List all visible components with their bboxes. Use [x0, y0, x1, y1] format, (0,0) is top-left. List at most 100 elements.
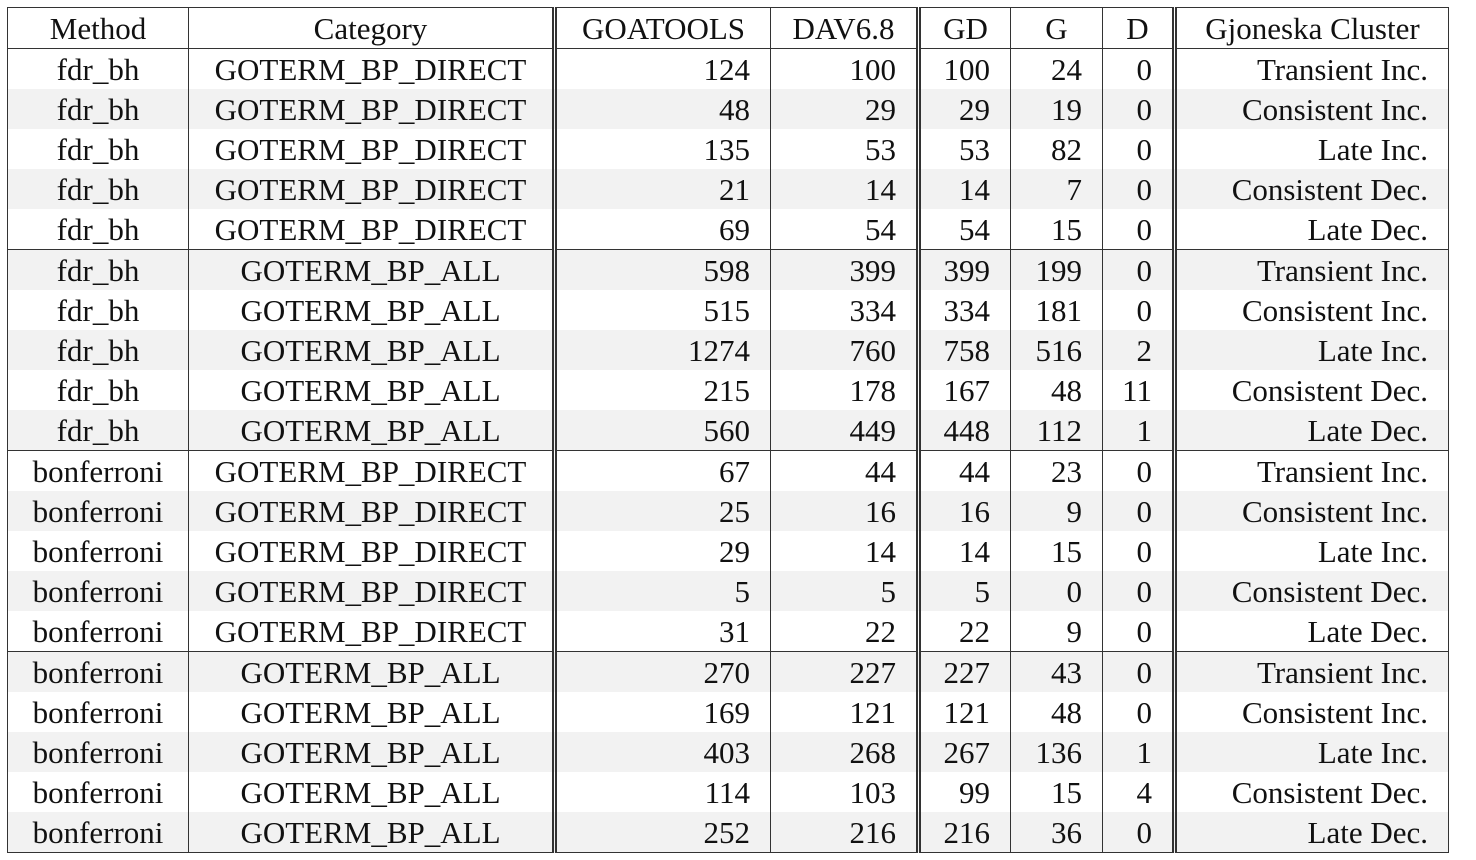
table-body: fdr_bh GOTERM_BP_DIRECT 124 100 100 24 0 Transi…	[7, 48, 1449, 853]
cell-cluster: Late Dec.	[1172, 611, 1449, 652]
cell-cluster: Late Inc.	[1172, 129, 1449, 169]
cell-gd: 5	[916, 571, 1011, 611]
cell-goatools: 5	[552, 571, 771, 611]
cell-g: 0	[1010, 571, 1103, 611]
cell-gd: 53	[916, 129, 1011, 169]
cell-dav: 449	[770, 410, 919, 451]
cell-method: bonferroni	[7, 692, 189, 732]
cell-goatools: 69	[552, 209, 771, 250]
cell-gd: 121	[916, 692, 1011, 732]
header-d: D	[1102, 7, 1175, 49]
table-row: bonferroni GOTERM_BP_ALL 114 103 99 15 4 Consis…	[7, 772, 1449, 812]
cell-gd: 334	[916, 290, 1011, 330]
cell-method: bonferroni	[7, 812, 189, 853]
cell-category: GOTERM_BP_DIRECT	[188, 48, 555, 89]
cell-cluster: Consistent Inc.	[1172, 89, 1449, 129]
cell-dav: 334	[770, 290, 919, 330]
table-row: fdr_bh GOTERM_BP_ALL 215 178 167 48 11 Consiste…	[7, 370, 1449, 410]
cell-category: GOTERM_BP_DIRECT	[188, 209, 555, 250]
table-row: bonferroni GOTERM_BP_ALL 169 121 121 48 0 Consi…	[7, 692, 1449, 732]
cell-cluster: Late Inc.	[1172, 732, 1449, 772]
cell-gd: 44	[916, 450, 1011, 491]
cell-goatools: 135	[552, 129, 771, 169]
cell-dav: 227	[770, 651, 919, 692]
cell-cluster: Consistent Dec.	[1172, 571, 1449, 611]
table-row: fdr_bh GOTERM_BP_ALL 598 399 399 199 0 Transien…	[7, 249, 1449, 290]
table-row: bonferroni GOTERM_BP_ALL 270 227 227 43 0 Trans…	[7, 651, 1449, 692]
cell-cluster: Transient Inc.	[1172, 651, 1449, 692]
cell-g: 15	[1010, 209, 1103, 250]
cell-gd: 448	[916, 410, 1011, 451]
table-row: bonferroni GOTERM_BP_DIRECT 25 16 16 9 0 Consis…	[7, 491, 1449, 531]
cell-cluster: Late Dec.	[1172, 812, 1449, 853]
cell-cluster: Late Inc.	[1172, 330, 1449, 370]
cell-d: 0	[1102, 129, 1175, 169]
header-dav: DAV6.8	[770, 7, 919, 49]
cell-dav: 5	[770, 571, 919, 611]
cell-cluster: Consistent Dec.	[1172, 772, 1449, 812]
cell-gd: 16	[916, 491, 1011, 531]
cell-gd: 227	[916, 651, 1011, 692]
cell-d: 0	[1102, 209, 1175, 250]
cell-d: 0	[1102, 571, 1175, 611]
cell-g: 36	[1010, 812, 1103, 853]
cell-dav: 268	[770, 732, 919, 772]
cell-method: fdr_bh	[7, 89, 189, 129]
table-row: bonferroni GOTERM_BP_DIRECT 67 44 44 23 0 Trans…	[7, 450, 1449, 491]
cell-g: 23	[1010, 450, 1103, 491]
cell-goatools: 270	[552, 651, 771, 692]
cell-gd: 99	[916, 772, 1011, 812]
cell-gd: 267	[916, 732, 1011, 772]
cell-gd: 29	[916, 89, 1011, 129]
cell-d: 0	[1102, 812, 1175, 853]
cell-category: GOTERM_BP_DIRECT	[188, 169, 555, 209]
header-g: G	[1010, 7, 1103, 49]
cell-d: 0	[1102, 290, 1175, 330]
cell-d: 0	[1102, 89, 1175, 129]
table-row: fdr_bh GOTERM_BP_DIRECT 124 100 100 24 0 Transi…	[7, 48, 1449, 89]
header-cluster: Gjoneska Cluster	[1172, 7, 1449, 49]
cell-g: 181	[1010, 290, 1103, 330]
cell-d: 1	[1102, 410, 1175, 451]
cell-d: 4	[1102, 772, 1175, 812]
cell-dav: 14	[770, 531, 919, 571]
cell-category: GOTERM_BP_ALL	[188, 249, 555, 290]
cell-dav: 100	[770, 48, 919, 89]
cell-g: 43	[1010, 651, 1103, 692]
cell-method: bonferroni	[7, 450, 189, 491]
cell-dav: 216	[770, 812, 919, 853]
cell-method: fdr_bh	[7, 410, 189, 451]
cell-d: 11	[1102, 370, 1175, 410]
cell-dav: 178	[770, 370, 919, 410]
cell-method: fdr_bh	[7, 209, 189, 250]
cell-method: fdr_bh	[7, 129, 189, 169]
results-table: Method Category GOATOOLS DAV6.8 GD G D G…	[7, 7, 1449, 853]
cell-method: fdr_bh	[7, 370, 189, 410]
cell-g: 136	[1010, 732, 1103, 772]
cell-d: 0	[1102, 651, 1175, 692]
cell-category: GOTERM_BP_DIRECT	[188, 491, 555, 531]
cell-g: 48	[1010, 370, 1103, 410]
cell-g: 9	[1010, 611, 1103, 652]
cell-d: 0	[1102, 692, 1175, 732]
cell-category: GOTERM_BP_ALL	[188, 692, 555, 732]
cell-g: 112	[1010, 410, 1103, 451]
cell-category: GOTERM_BP_DIRECT	[188, 450, 555, 491]
cell-cluster: Consistent Dec.	[1172, 370, 1449, 410]
table-row: fdr_bh GOTERM_BP_DIRECT 48 29 29 19 0 Consisten…	[7, 89, 1449, 129]
table-row: bonferroni GOTERM_BP_ALL 403 268 267 136 1 Late…	[7, 732, 1449, 772]
cell-goatools: 31	[552, 611, 771, 652]
cell-goatools: 25	[552, 491, 771, 531]
cell-goatools: 598	[552, 249, 771, 290]
cell-g: 15	[1010, 772, 1103, 812]
cell-dav: 103	[770, 772, 919, 812]
table-row: fdr_bh GOTERM_BP_DIRECT 69 54 54 15 0 Late Dec.	[7, 209, 1449, 250]
header-goatools: GOATOOLS	[552, 7, 771, 49]
results-table-container: Method Category GOATOOLS DAV6.8 GD G D G…	[7, 7, 1449, 853]
cell-goatools: 114	[552, 772, 771, 812]
cell-dav: 399	[770, 249, 919, 290]
cell-cluster: Late Dec.	[1172, 209, 1449, 250]
cell-dav: 22	[770, 611, 919, 652]
cell-method: bonferroni	[7, 732, 189, 772]
cell-g: 516	[1010, 330, 1103, 370]
